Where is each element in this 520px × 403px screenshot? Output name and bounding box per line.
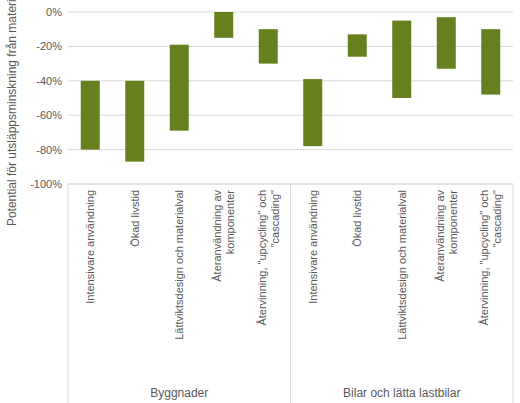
x-tick-label: Ökad livstid — [351, 190, 363, 247]
range-bar — [214, 12, 233, 38]
group-label: Bilar och lätta lastbilar — [343, 386, 460, 400]
group-separator — [68, 184, 69, 403]
y-tick-label: -100% — [30, 178, 62, 190]
chart-container: -100% -80% -60% -40% -20% 0% Potential för uts… — [0, 0, 520, 403]
bars — [81, 12, 501, 162]
x-tick-label: Intensivare användning — [307, 190, 319, 304]
group-separator — [290, 184, 291, 403]
y-tick-label: 0% — [46, 6, 62, 18]
x-tick-label: Lättviktsdesign och materialval — [396, 190, 408, 340]
y-axis-label: Potential för utsläppsminskning från mat… — [5, 0, 19, 226]
x-tick-label: Lättviktsdesign och materialval — [173, 190, 185, 340]
chart-svg: -100% -80% -60% -40% -20% 0% Potential för uts… — [0, 0, 520, 403]
x-tick-label: Återvinning, "upcycling" och"cascading" — [256, 190, 281, 326]
x-tick-label: Intensivare användning — [84, 190, 96, 304]
range-bar — [81, 81, 100, 150]
range-bar — [259, 29, 278, 63]
range-bar — [481, 29, 500, 94]
range-bar — [170, 45, 189, 131]
group-label: Byggnader — [150, 386, 208, 400]
group-separator — [513, 184, 514, 403]
range-bar — [125, 81, 144, 162]
y-tick-label: -60% — [36, 109, 62, 121]
grid-line — [68, 12, 513, 13]
x-tick-label: Ökad livstid — [129, 190, 141, 247]
range-bar — [348, 34, 367, 56]
x-tick-label: Återvinning, "upcycling" och"cascading" — [478, 190, 503, 326]
x-tick-label: Återanvändning avkomponenter — [434, 190, 459, 282]
grid — [68, 12, 513, 184]
y-tick-label: -80% — [36, 144, 62, 156]
range-bar — [392, 21, 411, 98]
range-bar — [437, 17, 456, 69]
x-tick-label: Återanvändning avkomponenter — [211, 190, 236, 282]
range-bar — [303, 79, 322, 146]
y-tick-label: -20% — [36, 40, 62, 52]
y-tick-label: -40% — [36, 75, 62, 87]
